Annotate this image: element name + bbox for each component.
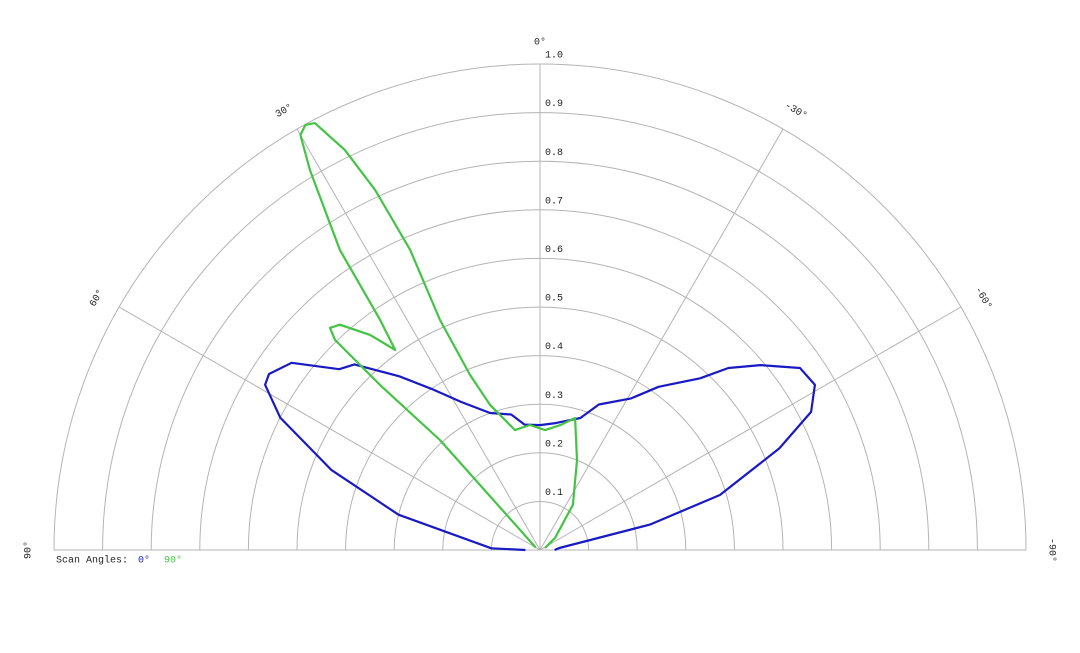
series-line [299, 122, 579, 549]
grid [53, 63, 1027, 551]
theta-tick-label: -90° [1045, 538, 1057, 562]
series-line [264, 361, 816, 552]
theta-tick-label: 0° [534, 37, 546, 49]
r-tick-label: 0.7 [545, 196, 563, 207]
r-tick-label: 0.1 [545, 488, 563, 499]
theta-tick-label: 30° [274, 101, 296, 120]
r-tick-label: 0.4 [545, 342, 563, 353]
r-tick-label: 0.9 [545, 99, 563, 110]
grid-spoke [118, 306, 541, 551]
theta-tick-label: 60° [87, 288, 106, 310]
legend-entry: 90° [164, 555, 182, 567]
legend-title: Scan Angles: [56, 555, 128, 567]
grid-spoke [296, 128, 541, 551]
theta-tick-label: 90° [23, 541, 35, 559]
r-tick-label: 0.6 [545, 245, 563, 256]
r-tick-label: 0.3 [545, 391, 563, 402]
r-tick-label: 0.5 [545, 294, 563, 305]
r-tick-label: 0.8 [545, 148, 563, 159]
plot-area [264, 122, 816, 552]
theta-tick-label: -30° [782, 100, 809, 122]
r-tick-label: 1.0 [545, 51, 563, 62]
r-tick-label: 0.2 [545, 439, 563, 450]
theta-tick-label: -60° [972, 285, 994, 312]
grid-spoke [539, 128, 784, 551]
grid-spoke [539, 306, 962, 551]
legend-entry: 0° [138, 555, 150, 567]
